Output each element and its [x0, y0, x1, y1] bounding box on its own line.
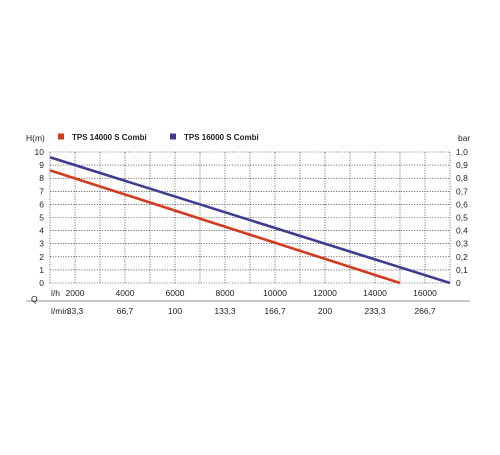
x-group-label: Q: [31, 294, 38, 304]
y-left-tick-label: 4: [39, 226, 44, 236]
y-right-tick-label: 1,0: [456, 147, 468, 157]
y-right-tick-label: 0,6: [456, 199, 468, 209]
y-left-tick-label: 3: [39, 239, 44, 249]
y-left-tick-label: 2: [39, 252, 44, 262]
legend-swatch-1: [58, 133, 64, 140]
y-right-axis-label: bar: [458, 133, 470, 143]
y-left-tick-label: 9: [39, 160, 44, 170]
x-tick-label-lh: 6000: [166, 288, 185, 298]
y-right-tick-label: 0: [456, 278, 461, 288]
y-left-tick-label: 0: [39, 278, 44, 288]
y-right-tick-label: 0,3: [456, 239, 468, 249]
y-left-tick-label: 1: [39, 265, 44, 275]
y-right-tick-label: 0,2: [456, 252, 468, 262]
y-right-tick-label: 0,5: [456, 213, 468, 223]
legend-label-1: TPS 14000 S Combi: [72, 133, 147, 142]
y-left-tick-label: 8: [39, 173, 44, 183]
y-left-tick-label: 5: [39, 213, 44, 223]
x-tick-label-lmin: 166,7: [264, 306, 286, 316]
y-right-tick-label: 0,7: [456, 186, 468, 196]
x-tick-label-lmin: 200: [318, 306, 332, 316]
x-tick-label-lh: 8000: [216, 288, 235, 298]
legend-label-2: TPS 16000 S Combi: [184, 133, 259, 142]
y-left-tick-label: 10: [35, 147, 45, 157]
y-left-axis-label: H(m): [26, 133, 45, 143]
y-right-tick-label: 0,1: [456, 265, 468, 275]
x-tick-label-lmin: 133,3: [214, 306, 236, 316]
x-tick-label-lmin: 266,7: [414, 306, 436, 316]
series-line-2: [49, 155, 451, 285]
x-tick-label-lmin: 33,3: [67, 306, 84, 316]
x-tick-label-lh: 12000: [313, 288, 337, 298]
y-left-tick-label: 7: [39, 186, 44, 196]
legend-swatch-2: [170, 133, 176, 140]
x-tick-label-lmin: 100: [168, 306, 182, 316]
series-line-1: [49, 169, 401, 285]
x-tick-label-lh: 16000: [413, 288, 437, 298]
x-tick-label-lh: 2000: [66, 288, 85, 298]
x-tick-label-lmin: 66,7: [117, 306, 134, 316]
y-left-tick-label: 6: [39, 199, 44, 209]
x-tick-label-lh: 10000: [263, 288, 287, 298]
y-right-tick-label: 0,4: [456, 226, 468, 236]
x-row1-label: l/h: [51, 288, 60, 298]
y-right-tick-label: 0,8: [456, 173, 468, 183]
x-tick-label-lmin: 233,3: [364, 306, 386, 316]
x-tick-label-lh: 4000: [116, 288, 135, 298]
y-right-tick-label: 0,9: [456, 160, 468, 170]
x-row2-label: l/min: [51, 306, 69, 316]
x-tick-label-lh: 14000: [363, 288, 387, 298]
